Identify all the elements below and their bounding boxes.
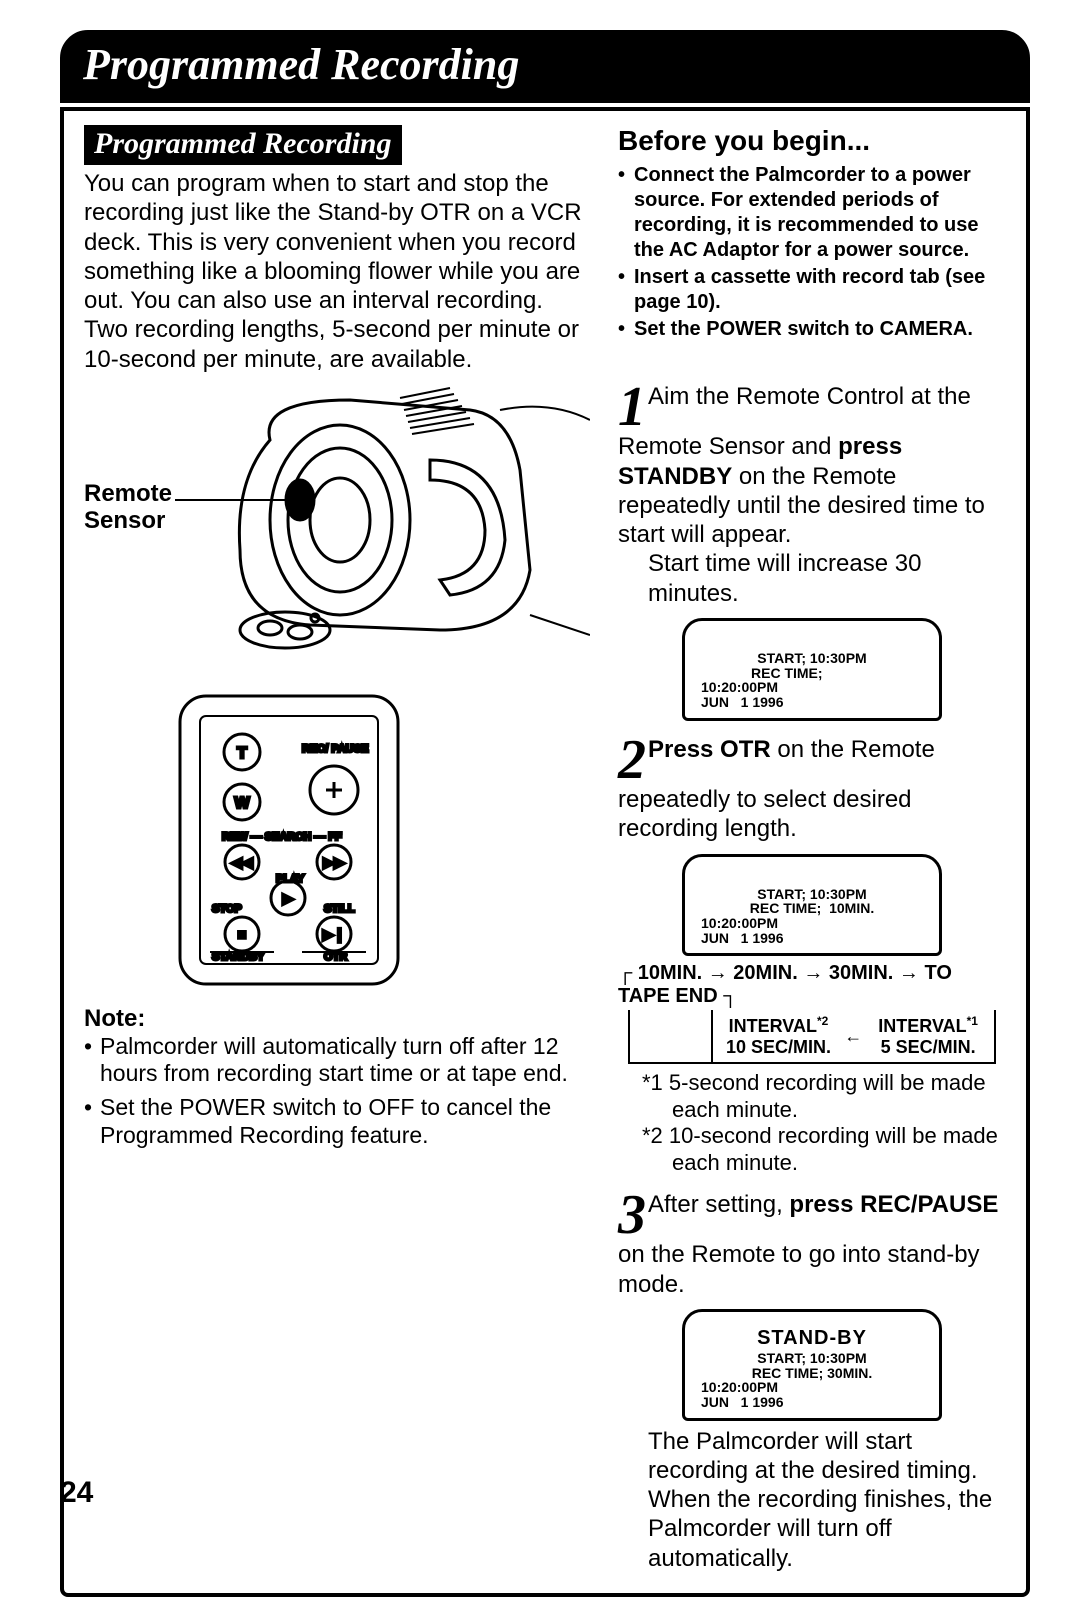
lcd-display-3: STAND-BY START; 10:30PM REC TIME; 30MIN.…: [682, 1309, 942, 1421]
lcd-line: 10:20:00PM: [701, 916, 923, 931]
footnote-1: *1 5-second recording will be made each …: [642, 1070, 1006, 1123]
section-subheader: Programmed Recording: [84, 125, 402, 165]
lcd-line: START; 10:30PM: [701, 651, 923, 666]
lcd-line: 10:20:00PM: [701, 1380, 923, 1395]
step1-text-d: Start time will increase 30 minutes.: [618, 549, 1006, 608]
lcd-line: START; 10:30PM: [701, 887, 923, 902]
recording-length-sequence: ┌ 10MIN. → 20MIN. → 30MIN. → TO TAPE END…: [618, 962, 1006, 1008]
note-heading: Note:: [84, 1005, 590, 1033]
step2-text-a: Press OTR: [648, 736, 771, 763]
svg-text:T: T: [237, 745, 247, 762]
lcd-line: JUN 1 1996: [701, 931, 923, 946]
lcd-line: JUN 1 1996: [701, 695, 923, 710]
remote-sensor-label-line2: Sensor: [84, 507, 170, 535]
remote-illustration: T W REC/ PAUSE REW — SEARCH — FF ◀◀ ▶▶ P…: [174, 690, 404, 990]
lcd-line: JUN 1 1996: [701, 1395, 923, 1410]
left-column: Programmed Recording You can program whe…: [84, 125, 590, 1573]
note-list: Palmcorder will automatically turn off a…: [84, 1033, 590, 1149]
right-column: Before you begin... Connect the Palmcord…: [618, 125, 1006, 1573]
note-item: Palmcorder will automatically turn off a…: [84, 1033, 590, 1088]
svg-text:REW — SEARCH — FF: REW — SEARCH — FF: [222, 831, 342, 843]
prep-item: Connect the Palmcorder to a power source…: [618, 163, 1006, 263]
step3-text-a: After setting,: [648, 1191, 789, 1218]
interval-options: INTERVAL*2 10 SEC/MIN. ← INTERVAL*1 5 SE…: [628, 1010, 996, 1064]
lcd-line: REC TIME; 30MIN.: [701, 1366, 923, 1381]
svg-text:STOP: STOP: [212, 903, 242, 915]
lcd-line: REC TIME; 10MIN.: [701, 901, 923, 916]
svg-text:◀◀: ◀◀: [231, 854, 253, 870]
lcd-big-line: STAND-BY: [701, 1328, 923, 1349]
page-number: 24: [60, 1476, 93, 1510]
step-1: 1Aim the Remote Control at the Remote Se…: [618, 382, 1006, 721]
lcd-display-1: START; 10:30PM REC TIME; 10:20:00PM JUN …: [682, 618, 942, 721]
before-you-begin-heading: Before you begin...: [618, 125, 1006, 157]
lcd-line: REC TIME;: [701, 666, 923, 681]
interval-5sec: INTERVAL*1 5 SEC/MIN.: [862, 1010, 994, 1062]
lcd-line: START; 10:30PM: [701, 1351, 923, 1366]
prep-item: Insert a cassette with record tab (see p…: [618, 265, 1006, 315]
svg-text:▶▶: ▶▶: [323, 854, 345, 870]
step-number-3: 3: [618, 1190, 646, 1240]
step3-text-c: on the Remote to go into stand-by mode.: [618, 1241, 980, 1297]
page-title-banner: Programmed Recording: [60, 30, 1030, 103]
step3-tail: The Palmcorder will start recording at t…: [618, 1427, 1006, 1573]
step-3: 3After setting, press REC/PAUSE on the R…: [618, 1190, 1006, 1573]
interval-10sec: INTERVAL*2 10 SEC/MIN.: [713, 1010, 845, 1062]
note-item: Set the POWER switch to OFF to cancel th…: [84, 1094, 590, 1149]
lcd-line: 10:20:00PM: [701, 680, 923, 695]
step-number-2: 2: [618, 735, 646, 785]
step3-text-b: press REC/PAUSE: [789, 1191, 998, 1218]
svg-text:REC/ PAUSE: REC/ PAUSE: [302, 743, 368, 755]
step-number-1: 1: [618, 382, 646, 432]
svg-text:■: ■: [238, 926, 246, 942]
svg-text:▶: ▶: [283, 890, 294, 906]
svg-text:W: W: [234, 795, 250, 812]
svg-text:STILL: STILL: [324, 903, 355, 915]
camera-illustration: [170, 380, 590, 660]
intro-paragraph: You can program when to start and stop t…: [84, 169, 590, 374]
step1-text-a: Aim the Remote Control at the Remote Sen…: [618, 383, 971, 460]
prep-item: Set the POWER switch to CAMERA.: [618, 317, 1006, 342]
remote-sensor-label-line1: Remote: [84, 480, 170, 508]
main-frame: Programmed Recording You can program whe…: [60, 107, 1030, 1597]
svg-text:▶❙: ▶❙: [323, 926, 346, 943]
lcd-display-2: START; 10:30PM REC TIME; 10MIN. 10:20:00…: [682, 854, 942, 957]
prep-list: Connect the Palmcorder to a power source…: [618, 163, 1006, 342]
footnote-2: *2 10-second recording will be made each…: [642, 1123, 1006, 1176]
step-2: 2Press OTR on the Remote repeatedly to s…: [618, 735, 1006, 1176]
